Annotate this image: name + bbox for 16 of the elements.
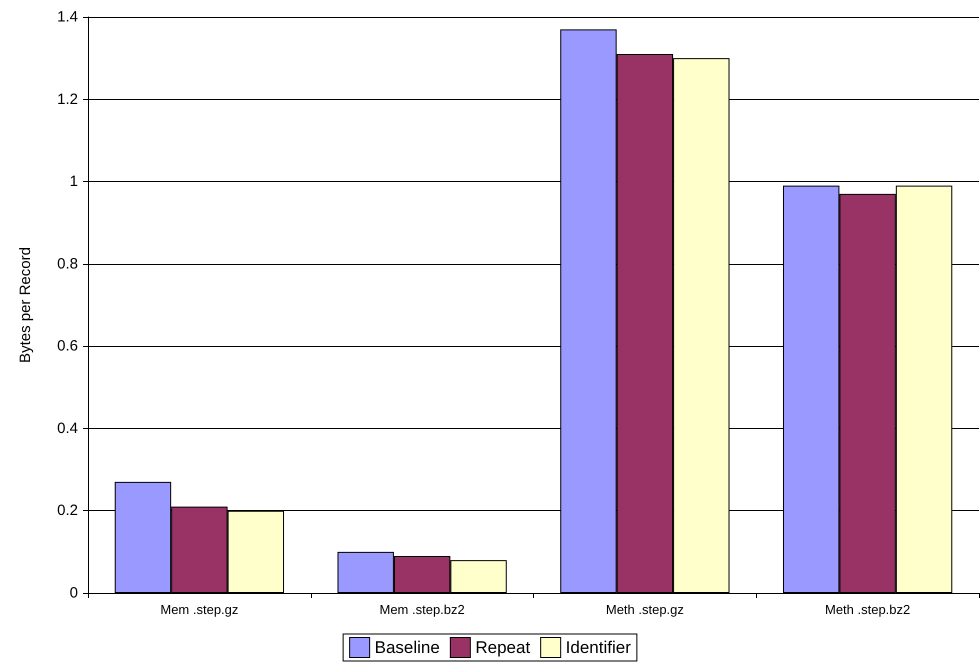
y-tick-label: 1.4 bbox=[57, 8, 78, 26]
x-tick-label: Mem .step.bz2 bbox=[379, 602, 465, 617]
y-tick-label: 1.2 bbox=[57, 90, 78, 108]
y-tick-label: 0 bbox=[70, 584, 78, 602]
y-tick-label: 0.8 bbox=[57, 255, 78, 272]
x-tick-label: Mem .step.gz bbox=[160, 602, 238, 617]
y-tick-label: 0.6 bbox=[57, 338, 78, 355]
x-tick-label: Meth .step.gz bbox=[606, 602, 684, 617]
legend-label: Baseline bbox=[374, 638, 440, 657]
y-tick-label: 1 bbox=[70, 173, 78, 190]
x-tick-label: Meth .step.bz2 bbox=[824, 602, 910, 617]
legend-label: Repeat bbox=[475, 638, 530, 657]
y-axis-title: Bytes per Record bbox=[17, 247, 34, 363]
legend-label: Identifier bbox=[566, 638, 632, 657]
y-tick-label: 0.2 bbox=[57, 502, 78, 520]
y-tick-label: 0.4 bbox=[57, 420, 78, 437]
